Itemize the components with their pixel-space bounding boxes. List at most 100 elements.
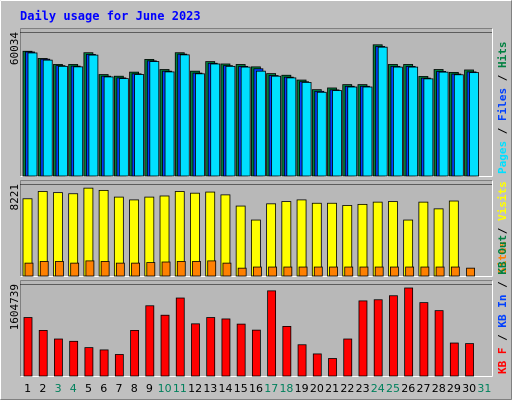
bar-kbytes-kb-f-day-8 (130, 330, 139, 377)
ymax-label-visits-sites: 8221 (8, 184, 21, 211)
bar-visits-sites-sites-day-19 (298, 266, 308, 277)
bar-kbytes-kb-f-day-30 (465, 343, 474, 377)
bar-visits-sites-sites-day-21 (329, 266, 338, 277)
bar-kbytes-kb-f-day-25 (389, 295, 398, 377)
x-tick-label-31: 31 (477, 382, 491, 395)
x-tick-label-19: 19 (295, 382, 309, 395)
bar-kbytes-kb-f-day-20 (312, 353, 322, 377)
x-tick-label-3: 3 (55, 382, 62, 395)
bar-hits-files-pages-pages-day-20 (316, 91, 327, 177)
bar-visits-sites-sites-day-15 (237, 267, 247, 277)
bar-visits-sites-visits-day-23 (357, 203, 368, 277)
legend-separator: / (496, 275, 509, 295)
bar-kbytes-kb-f-day-6 (99, 349, 109, 377)
bar-hits-files-pages-pages-day-4 (73, 66, 84, 177)
x-tick-label-20: 20 (310, 382, 324, 395)
bar-kbytes-kb-f-day-5 (84, 347, 94, 377)
bar-visits-sites-sites-day-14 (222, 262, 232, 277)
x-tick-label-4: 4 (70, 382, 77, 395)
bar-kbytes-kb-f-day-12 (191, 323, 200, 377)
bar-hits-files-pages-pages-day-2 (42, 59, 53, 177)
bar-visits-sites-visits-day-15 (235, 205, 246, 277)
bar-hits-files-pages-pages-day-3 (58, 65, 68, 177)
bar-visits-sites-sites-day-18 (283, 266, 293, 277)
bar-visits-sites-sites-day-26 (405, 266, 415, 277)
x-tick-label-13: 13 (203, 382, 217, 395)
bar-kbytes-kb-f-day-10 (160, 314, 170, 377)
bar-visits-sites-sites-day-28 (435, 266, 445, 277)
bar-kbytes-kb-f-day-27 (419, 302, 429, 377)
x-tick-label-28: 28 (432, 382, 446, 395)
bar-hits-files-pages-pages-day-8 (134, 74, 144, 177)
x-tick-label-18: 18 (279, 382, 293, 395)
bar-kbytes-kb-f-day-23 (358, 300, 368, 377)
x-tick-label-11: 11 (173, 382, 187, 395)
legend-entry-kb-out: KB Out (496, 235, 509, 275)
bar-hits-files-pages-pages-day-18 (286, 77, 297, 177)
x-tick-label-21: 21 (325, 382, 339, 395)
x-tick-label-7: 7 (115, 382, 122, 395)
bar-visits-sites-visits-day-22 (342, 205, 353, 277)
bar-visits-sites-sites-day-2 (39, 261, 49, 277)
x-tick-label-9: 9 (146, 382, 153, 395)
bar-kbytes-kb-f-day-4 (69, 340, 79, 377)
bar-visits-sites-sites-day-5 (85, 260, 95, 277)
bar-hits-files-pages-pages-day-16 (255, 70, 266, 177)
bar-hits-files-pages-pages-day-9 (149, 61, 160, 177)
legend-entry-hits: Hits (496, 42, 509, 69)
legend-separator: / (496, 68, 509, 88)
bar-hits-files-pages-pages-day-15 (240, 66, 251, 177)
bar-visits-sites-visits-day-27 (418, 201, 429, 277)
x-tick-label-23: 23 (356, 382, 370, 395)
bar-hits-files-pages-pages-day-10 (164, 71, 175, 177)
bar-hits-files-pages-pages-day-23 (362, 86, 373, 177)
x-tick-label-15: 15 (234, 382, 248, 395)
bar-visits-sites-sites-day-4 (70, 262, 80, 277)
bar-visits-sites-visits-day-21 (327, 202, 337, 277)
bar-kbytes-kb-f-day-19 (297, 344, 307, 377)
bar-visits-sites-sites-day-12 (192, 261, 201, 277)
x-tick-label-12: 12 (188, 382, 202, 395)
bar-hits-files-pages-pages-day-25 (393, 66, 403, 177)
bar-kbytes-kb-f-day-22 (343, 338, 353, 377)
bar-kbytes-kb-f-day-15 (236, 323, 246, 377)
bar-kbytes-kb-f-day-18 (282, 326, 292, 377)
bar-kbytes-kb-f-day-7 (114, 354, 124, 377)
bar-visits-sites-visits-day-18 (281, 201, 292, 277)
bar-visits-sites-sites-day-6 (100, 261, 110, 277)
bar-visits-sites-sites-day-30 (466, 267, 475, 277)
ymax-label-kbytes: 1604739 (8, 284, 21, 330)
legend-entry-kb-f: KB F (496, 348, 509, 375)
x-tick-label-10: 10 (158, 382, 172, 395)
legend-separator: / (496, 221, 509, 241)
bar-hits-files-pages-pages-day-14 (225, 65, 236, 177)
bar-visits-sites-visits-day-20 (311, 202, 322, 277)
bar-kbytes-kb-f-day-13 (206, 317, 216, 377)
bar-visits-sites-sites-day-24 (374, 266, 384, 277)
chart-title: Daily usage for June 2023 (20, 9, 201, 23)
x-tick-label-26: 26 (401, 382, 415, 395)
x-tick-label-27: 27 (416, 382, 430, 395)
bar-kbytes-kb-f-day-26 (404, 287, 414, 377)
bar-hits-files-pages-pages-day-27 (423, 78, 434, 177)
x-tick-label-8: 8 (131, 382, 138, 395)
bar-visits-sites-sites-day-22 (344, 266, 354, 277)
x-tick-label-30: 30 (462, 382, 476, 395)
legend-separator: / (496, 328, 509, 348)
legend-separator: / (496, 121, 509, 141)
bar-hits-files-pages-pages-day-19 (301, 82, 312, 177)
bar-hits-files-pages-pages-day-22 (347, 86, 358, 177)
legend-entry-visits: Visits (496, 181, 509, 221)
bar-visits-sites-visits-day-29 (448, 200, 459, 277)
bar-visits-sites-sites-day-9 (146, 262, 156, 277)
x-tick-label-6: 6 (100, 382, 107, 395)
bar-kbytes-kb-f-day-11 (175, 297, 185, 377)
bar-kbytes-kb-f-day-21 (328, 358, 337, 377)
x-tick-label-14: 14 (219, 382, 233, 395)
bar-hits-files-pages-pages-day-13 (210, 63, 221, 177)
x-tick-label-2: 2 (39, 382, 46, 395)
bar-hits-files-pages-pages-day-12 (195, 73, 205, 177)
bar-hits-files-pages-pages-day-17 (271, 75, 282, 177)
ymax-label-hits-files-pages: 60034 (8, 32, 21, 65)
